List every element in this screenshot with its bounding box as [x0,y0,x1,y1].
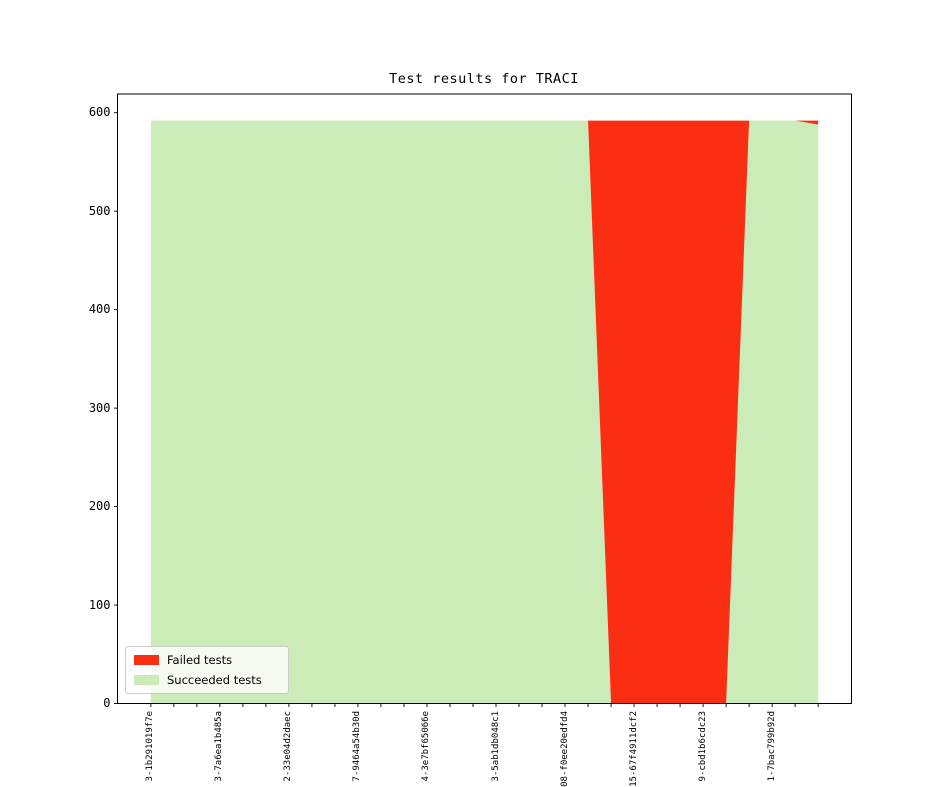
chart-title: Test results for TRACI [389,71,579,87]
axes-frame [117,93,852,704]
y-tick-label: 400 [88,302,111,317]
x-tick-label: 1-7bac799b92d [766,710,777,781]
x-tick-label: 15-67f4911dcf2 [628,710,639,787]
legend-label-succeeded-tests: Succeeded tests [167,673,262,687]
x-tick-label: 2-33e04d2daec [283,710,294,781]
legend-item-failed-tests: Failed tests [126,653,288,667]
x-tick-label: 08-f0ee20edfd4 [559,710,570,787]
x-tick-label: 3-1b291019f7e [145,710,156,781]
x-tick-label: 4-3e7bf65066e [421,710,432,781]
area-succeeded-tests [150,120,819,704]
legend: Failed tests Succeeded tests [125,646,289,694]
y-tick-label: 500 [88,203,111,218]
x-tick-label: 3-5ab1db048c1 [490,710,501,781]
legend-swatch-succeeded-tests [134,675,159,685]
y-tick-label: 0 [103,696,111,710]
y-tick-label: 200 [88,499,111,514]
legend-swatch-failed-tests [134,655,159,665]
x-tick-label: 3-7a6ea1b485a [214,710,225,781]
x-tick-label: 9-cbd1b6cdc23 [697,710,708,781]
y-tick-label: 600 [88,105,111,120]
y-tick-label: 300 [88,400,111,415]
area-failed-tests [150,120,819,704]
x-tick-label: 7-9464a54b30d [352,710,363,781]
legend-item-succeeded-tests: Succeeded tests [126,673,288,687]
legend-label-failed-tests: Failed tests [167,653,233,667]
y-tick-label: 100 [88,597,111,612]
